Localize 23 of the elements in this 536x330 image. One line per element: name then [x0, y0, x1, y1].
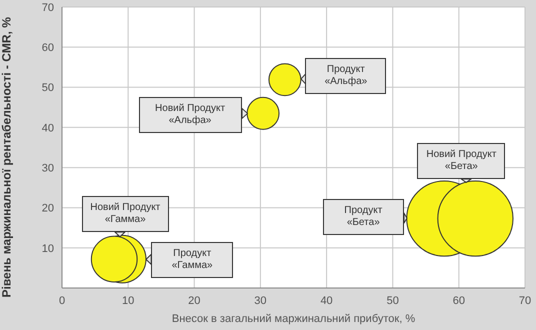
- x-tick-label: 40: [320, 294, 333, 307]
- callout-box: Новий Продукт «Бета»: [417, 142, 506, 179]
- y-tick-label: 60: [42, 42, 54, 54]
- x-tick-label: 0: [58, 294, 66, 307]
- x-tick-label: 20: [188, 294, 200, 307]
- x-tick-label: 60: [452, 294, 465, 307]
- callout-box: Продукт «Гамма»: [151, 242, 234, 278]
- x-tick-label: 50: [386, 294, 399, 307]
- x-tick-label: 70: [518, 294, 532, 307]
- x-tick-label: 10: [122, 294, 134, 307]
- y-tick-label: 20: [42, 202, 54, 215]
- x-axis-title: Внесок в загальний маржинальний прибуток, %: [172, 313, 416, 325]
- y-tick-label: 10: [42, 242, 54, 255]
- x-tick-label: 30: [254, 294, 267, 307]
- callout-box: Продукт «Альфа»: [305, 58, 386, 94]
- y-tick-label: 30: [42, 162, 54, 174]
- y-tick-label: 40: [42, 122, 54, 134]
- callout-box: Новий Продукт «Гамма»: [82, 196, 169, 232]
- y-tick-label: 50: [42, 82, 54, 94]
- callout-box: Новий Продукт «Альфа»: [138, 97, 242, 134]
- callout-box: Продукт «Бета»: [322, 198, 404, 235]
- y-tick-label: 70: [42, 2, 54, 14]
- y-axis-title: Рівень маржинальної рентабельності - CMR, %: [0, 16, 14, 298]
